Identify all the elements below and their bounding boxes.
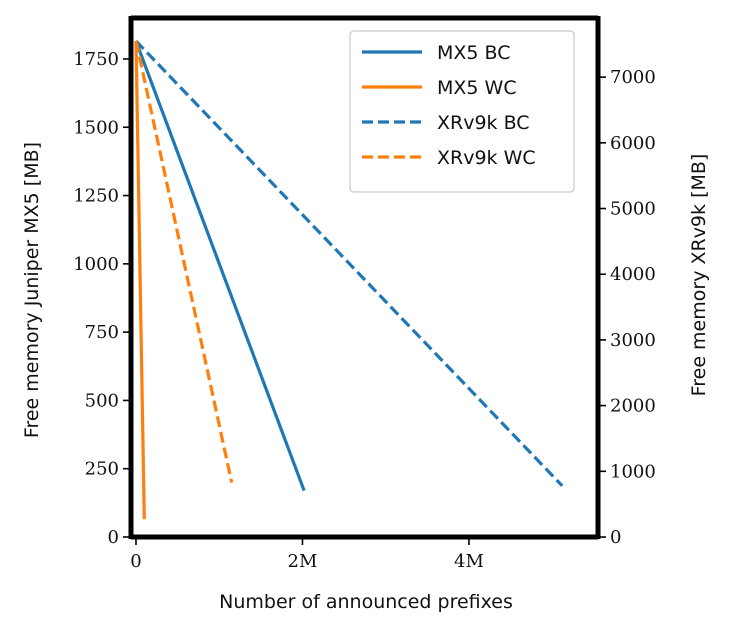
series-line-mx5-wc — [134, 41, 146, 520]
series-line-xrv9k-wc — [134, 40, 234, 483]
legend-label: MX5 BC — [437, 42, 511, 64]
y-left-tick-label: 1750 — [73, 49, 119, 70]
series-lines — [134, 39, 564, 520]
x-axis-title: Number of announced prefixes — [219, 591, 513, 613]
legend-label: XRv9k BC — [437, 112, 530, 134]
y-axis-left-title: Free memory Juniper MX5 [MB] — [21, 142, 43, 438]
y-left-tick-label: 0 — [108, 527, 119, 548]
legend-box — [349, 30, 575, 193]
legend: MX5 BC MX5 WC XRv9k BC XRv9k WC — [349, 30, 575, 193]
x-tick-label: 2M — [288, 551, 318, 572]
legend-label: MX5 WC — [437, 77, 517, 99]
y-right-tick-label: 7000 — [610, 67, 656, 88]
axes-frame — [128, 15, 601, 540]
axis-ticks: 0 250 500 750 1000 1250 1500 1750 0 1000 2000 3000 4… — [73, 49, 656, 572]
y-right-tick-label: 4000 — [610, 264, 656, 285]
y-left-tick-label: 1250 — [73, 186, 119, 207]
y-right-tick-label: 0 — [610, 527, 621, 548]
y-left-tick-label: 250 — [85, 459, 119, 480]
y-right-tick-label: 2000 — [610, 396, 656, 417]
legend-label: XRv9k WC — [437, 147, 536, 169]
x-tick-label: 4M — [454, 551, 484, 572]
y-axis-right-title: Free memory XRv9k [MB] — [688, 154, 710, 397]
y-right-tick-label: 1000 — [610, 461, 656, 482]
y-right-tick-label: 5000 — [610, 199, 656, 220]
y-left-tick-label: 750 — [85, 322, 119, 343]
y-left-tick-label: 1500 — [73, 117, 119, 138]
y-right-tick-label: 3000 — [610, 330, 656, 351]
y-left-tick-label: 500 — [85, 390, 119, 411]
legend-items: MX5 BC MX5 WC XRv9k BC XRv9k WC — [362, 42, 536, 169]
series-line-mx5-bc — [134, 40, 306, 492]
series-line-xrv9k-bc — [134, 39, 564, 487]
y-right-tick-label: 6000 — [610, 133, 656, 154]
y-left-tick-label: 1000 — [73, 254, 119, 275]
x-tick-label: 0 — [130, 551, 141, 572]
